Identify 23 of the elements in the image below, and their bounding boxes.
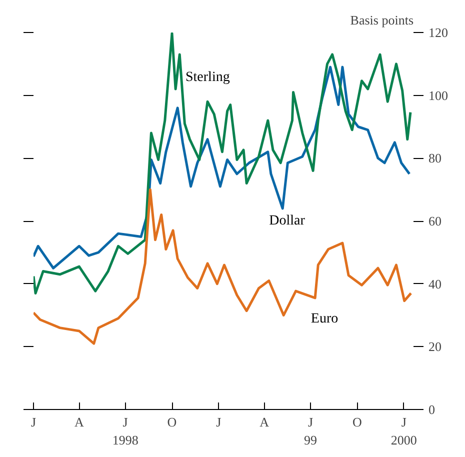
- line-series: [34, 32, 412, 295]
- x-tick-label: J 1998: [112, 414, 138, 448]
- y-tick-label: 120: [428, 25, 448, 40]
- y-axis-title: Basis points: [350, 12, 414, 28]
- x-tick-label: J 99: [304, 414, 318, 448]
- x-tick-label: O: [352, 414, 362, 430]
- x-tick-label: A: [74, 414, 84, 430]
- series-label: Sterling: [186, 70, 230, 86]
- x-tick-label: O: [167, 414, 177, 430]
- y-tick-label: 20: [428, 339, 442, 354]
- x-tick-label: J: [216, 414, 222, 430]
- series-label: Dollar: [269, 214, 306, 228]
- x-tick-label: A: [260, 414, 270, 430]
- y-tick-label: 40: [428, 276, 442, 292]
- series-label: Euro: [310, 312, 338, 327]
- y-tick-label: 80: [428, 150, 442, 166]
- y-tick-label: 100: [428, 88, 448, 103]
- y-tick-label: 60: [428, 214, 442, 228]
- line-series: [34, 188, 412, 345]
- x-tick-label: J 2000: [390, 414, 417, 448]
- line-series: [34, 66, 411, 270]
- x-tick-label: J: [30, 414, 36, 430]
- y-tick-label: 0: [428, 402, 435, 417]
